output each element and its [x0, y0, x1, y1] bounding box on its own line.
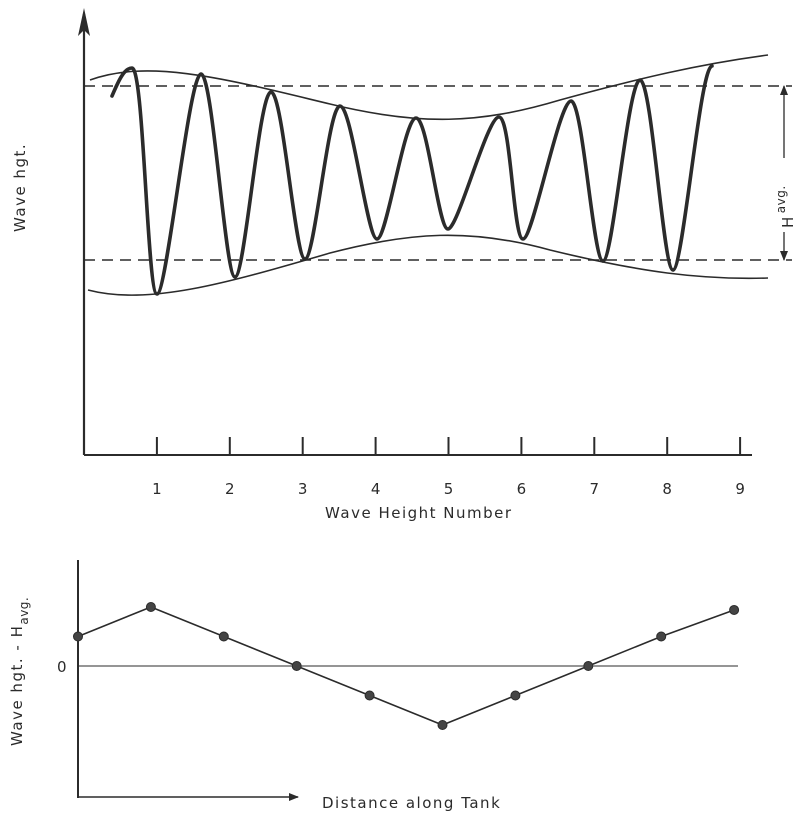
top-x-axis-label: Wave Height Number — [325, 504, 513, 522]
deviation-point — [218, 631, 229, 642]
deviation-series-line — [77, 606, 735, 726]
upper-envelope — [89, 54, 769, 121]
deviation-chart: 0 Wave hgt. - Havg. Distance along Tank — [8, 560, 740, 812]
top-x-tick-label: 2 — [225, 480, 235, 498]
deviation-point — [73, 631, 83, 642]
bottom-x-axis-label: Distance along Tank — [322, 794, 501, 812]
deviation-point — [364, 690, 375, 701]
h-avg-marker: Havg. — [774, 85, 797, 261]
top-x-tick-label: 4 — [371, 480, 381, 498]
top-x-tick-label: 6 — [517, 480, 527, 498]
deviation-point — [729, 604, 740, 615]
bottom-y-axis-label: Wave hgt. - Havg. — [8, 597, 31, 746]
top-x-ticks — [155, 437, 742, 455]
lower-envelope — [87, 234, 769, 296]
top-x-tick-labels: 1 2 3 4 5 6 7 8 9 — [152, 480, 745, 498]
deviation-point — [145, 602, 156, 612]
top-y-axis-arrow — [78, 8, 90, 36]
top-x-tick-label: 3 — [298, 480, 308, 498]
deviation-point — [437, 720, 448, 730]
wave-record-chart: Havg. Wave hgt. 1 2 3 4 5 6 7 8 9 Wave Height Nu… — [11, 8, 797, 522]
top-x-tick-label: 8 — [662, 480, 672, 498]
top-x-tick-label: 5 — [444, 480, 454, 498]
top-x-tick-label: 7 — [590, 480, 600, 498]
deviation-points — [73, 602, 740, 730]
top-x-tick-label: 9 — [735, 480, 745, 498]
top-y-axis-label: Wave hgt. — [11, 143, 29, 232]
zero-label: 0 — [57, 658, 67, 676]
deviation-point — [291, 661, 302, 671]
deviation-point — [656, 631, 667, 642]
top-x-tick-label: 1 — [152, 480, 162, 498]
wave-trace — [110, 64, 714, 296]
deviation-point — [510, 690, 521, 701]
h-avg-label: Havg. — [774, 185, 797, 228]
deviation-point — [583, 661, 594, 671]
